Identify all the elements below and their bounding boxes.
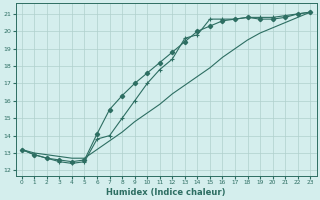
X-axis label: Humidex (Indice chaleur): Humidex (Indice chaleur) xyxy=(106,188,226,197)
